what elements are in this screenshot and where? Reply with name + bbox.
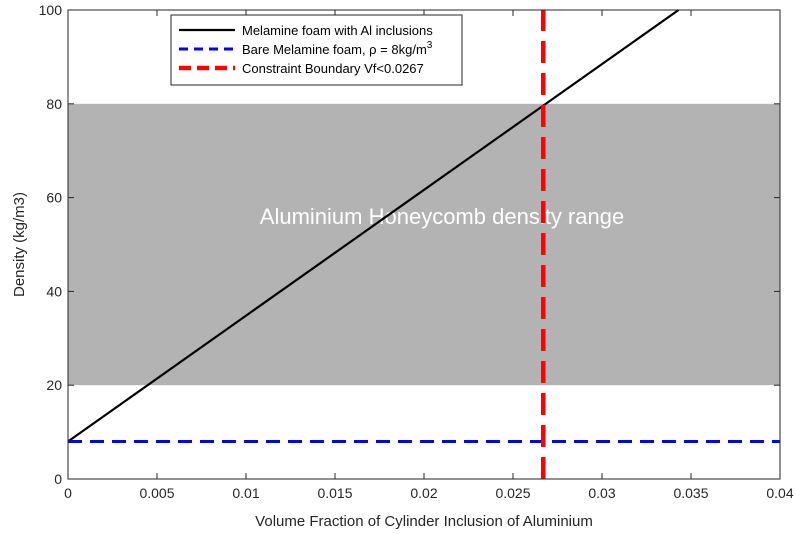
x-tick-label: 0.025 [495, 485, 530, 501]
series-line-melamine-al [67, 9, 680, 443]
x-tick-label: 0.02 [410, 485, 437, 501]
y-axis-label: Density (kg/m3) [11, 192, 28, 297]
legend-label-bare-melamine-superscript: 3 [427, 40, 433, 51]
y-tick-label: 80 [46, 96, 62, 112]
y-tick-label: 100 [39, 2, 63, 18]
x-tick-label: 0.03 [588, 485, 615, 501]
x-tick-label: 0.035 [673, 485, 708, 501]
y-tick-label: 40 [46, 283, 62, 299]
x-tick-label: 0.04 [766, 485, 793, 501]
density-range-band [68, 103, 780, 386]
legend-label-bare-melamine: Bare Melamine foam, ρ = 8kg/m3 [242, 40, 433, 57]
x-axis: 0 0.005 0.01 0.015 0.02 0.025 0.03 0.035 0.04 [64, 10, 794, 501]
x-axis-label: Volume Fraction of Cylinder Inclusion of… [255, 513, 593, 530]
y-axis: 0 20 40 60 80 100 [39, 2, 780, 487]
legend-label-constraint-boundary: Constraint Boundary Vf<0.0267 [242, 61, 424, 76]
x-tick-label: 0 [64, 485, 72, 501]
y-tick-label: 60 [46, 190, 62, 206]
legend-label-bare-melamine-main: Bare Melamine foam, ρ = 8kg/m [242, 42, 427, 57]
legend: Melamine foam with Al inclusions Bare Me… [170, 14, 463, 86]
legend-box [170, 14, 463, 86]
band-annotation: Aluminium Honeycomb density range [260, 204, 624, 229]
x-tick-label: 0.01 [232, 485, 259, 501]
y-tick-label: 20 [46, 377, 62, 393]
y-tick-label: 0 [54, 471, 62, 487]
legend-label-melamine-al: Melamine foam with Al inclusions [242, 23, 433, 38]
x-tick-label: 0.015 [317, 485, 352, 501]
x-tick-label: 0.005 [139, 485, 174, 501]
